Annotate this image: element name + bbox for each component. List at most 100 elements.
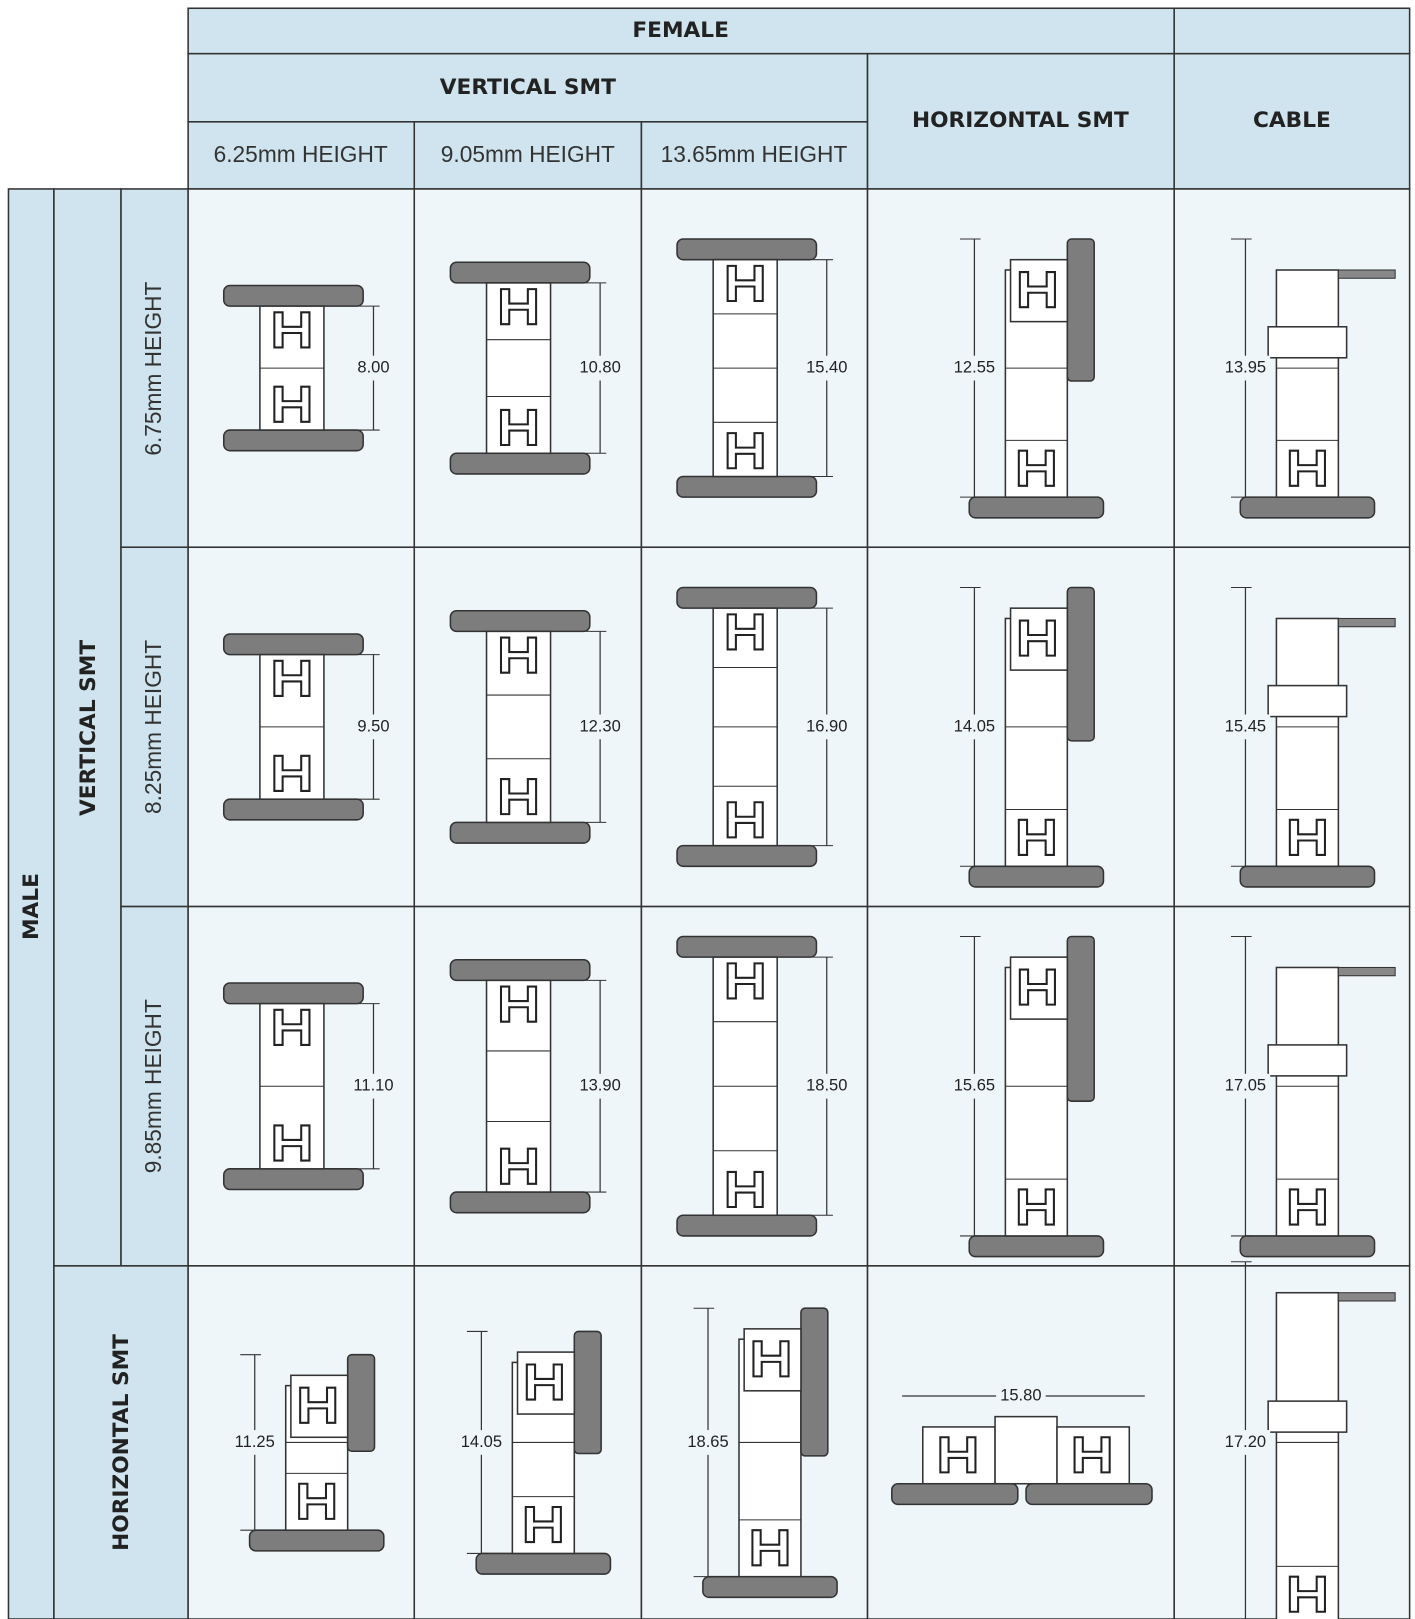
vertical-pcb [1066, 238, 1095, 382]
contact [726, 264, 764, 303]
dimension-label: 13.95 [1225, 357, 1266, 376]
cell: 15.65 [866, 905, 1175, 1267]
housing [1275, 269, 1340, 498]
cell: 13.95 [1173, 188, 1411, 549]
cell: 15.40 [640, 188, 869, 549]
contact [726, 613, 764, 651]
dimension-label: 15.65 [954, 1076, 995, 1095]
height-header: 9.05mm HEIGHT [441, 141, 615, 167]
contact [273, 754, 311, 792]
pcb [449, 1191, 591, 1214]
pcb [449, 609, 591, 633]
vertical-pcb [573, 1330, 602, 1455]
dimension-label: 12.55 [954, 357, 995, 376]
height-side: 6.75mm HEIGHT [140, 281, 166, 455]
cable [1337, 617, 1396, 628]
contact [299, 1386, 337, 1424]
label-bg [949, 355, 1000, 381]
label-bg [577, 714, 623, 740]
housing [1275, 966, 1340, 1237]
label-bg [350, 1073, 397, 1099]
horizontal-smt-header: HORIZONTAL SMT [912, 108, 1129, 133]
male-header: MALE [19, 873, 44, 940]
pcb [222, 798, 364, 821]
pcb [222, 429, 364, 452]
contact [499, 408, 538, 447]
pcb [676, 844, 818, 868]
contact [524, 1505, 562, 1544]
label-bg [804, 714, 850, 740]
header-cells [7, 7, 1411, 1619]
vertical-smt-side: VERTICAL SMT [76, 640, 101, 816]
pcb [676, 238, 818, 261]
pcb [248, 1529, 385, 1552]
label-bg [1220, 714, 1271, 740]
cell: 17.20 [1173, 1261, 1411, 1619]
dimension-label: 14.05 [954, 716, 995, 735]
contact [939, 1436, 977, 1474]
dimension-label: 13.90 [579, 1076, 620, 1095]
height-header: 6.25mm HEIGHT [214, 141, 388, 167]
contact [726, 962, 764, 1000]
cell: 16.90 [640, 546, 869, 908]
cell: 9.50 [187, 546, 416, 908]
pcb [222, 982, 364, 1005]
pcb [968, 1235, 1105, 1258]
vertical-pcb [1066, 935, 1095, 1102]
cell: 13.90 [413, 905, 643, 1267]
contact [1017, 818, 1055, 856]
pcb [449, 821, 591, 844]
dimension-label: 9.50 [357, 716, 389, 735]
contact [273, 385, 311, 423]
label-bg [229, 1430, 280, 1455]
pcb [676, 475, 818, 498]
cell: 18.50 [640, 905, 869, 1267]
pcb [1025, 1482, 1153, 1506]
pcb [475, 1552, 612, 1575]
cell: 15.80 [866, 1265, 1175, 1619]
dimension-label: 16.90 [806, 716, 847, 735]
pcb [891, 1482, 1019, 1506]
pcb [222, 633, 364, 656]
vertical-smt-header: VERTICAL SMT [440, 75, 616, 100]
cable [1337, 269, 1396, 279]
contact [1288, 1575, 1326, 1613]
label-bg [804, 1073, 850, 1099]
cell: 12.55 [866, 188, 1175, 549]
vertical-pcb [1066, 586, 1095, 742]
contact [499, 288, 538, 326]
label-bg [456, 1430, 507, 1455]
label-bg [949, 714, 1000, 740]
dimension-label: 11.25 [235, 1432, 275, 1451]
contact [726, 1170, 764, 1209]
label-bg [577, 1073, 623, 1099]
cable-header: CABLE [1253, 108, 1331, 133]
cell: 15.45 [1173, 546, 1411, 908]
housing [485, 630, 552, 824]
contact [726, 432, 764, 470]
contact [751, 1529, 789, 1567]
label-bg [350, 714, 397, 740]
housing [994, 1415, 1058, 1485]
contact [298, 1482, 336, 1520]
pcb [1239, 496, 1376, 519]
cell: 17.05 [1173, 905, 1411, 1267]
contact [1017, 449, 1055, 487]
cell: 11.10 [187, 905, 416, 1267]
dimension-label: 18.65 [687, 1432, 728, 1451]
contact [273, 659, 311, 697]
dimension-label: 10.80 [579, 357, 620, 376]
contact [499, 1147, 538, 1185]
vertical-pcb [346, 1353, 376, 1452]
pcb [702, 1575, 838, 1599]
pcb [968, 865, 1105, 888]
pcb [676, 1214, 818, 1237]
housing [1267, 1400, 1348, 1433]
contact [1017, 1188, 1055, 1226]
female-header: FEMALE [632, 18, 729, 43]
height-header: 13.65mm HEIGHT [661, 141, 848, 167]
pcb [1239, 865, 1376, 888]
label-bg [996, 1384, 1046, 1408]
dimension-label: 8.00 [357, 357, 389, 376]
cell: 18.65 [640, 1265, 869, 1619]
